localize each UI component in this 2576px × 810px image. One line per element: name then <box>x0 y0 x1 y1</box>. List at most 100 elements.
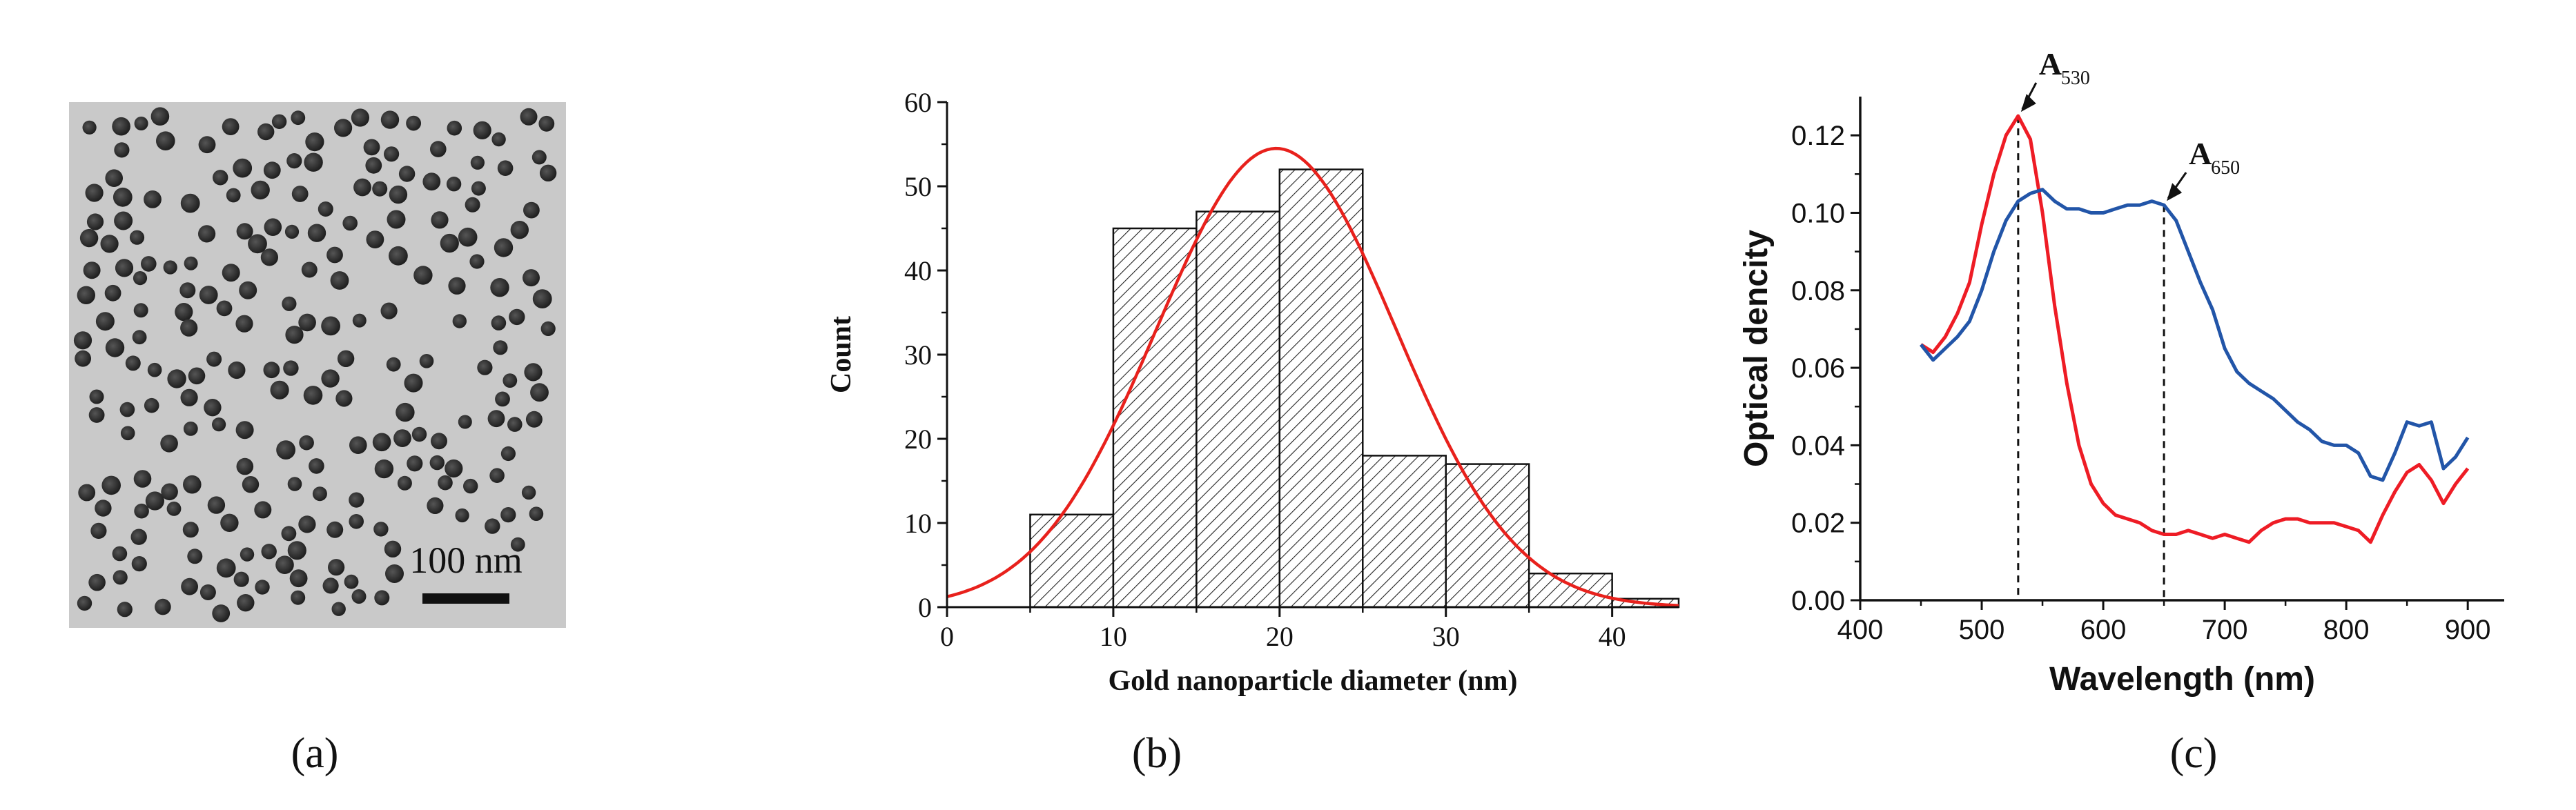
y-tick-label: 0.12 <box>1791 121 1845 151</box>
nanoparticle <box>133 470 152 488</box>
histogram-bar-20-25 <box>1278 168 1364 609</box>
nanoparticle <box>380 110 400 129</box>
nanoparticle <box>500 507 516 523</box>
nanoparticle <box>236 223 253 240</box>
nanoparticle <box>523 201 540 219</box>
nanoparticle <box>353 178 371 197</box>
y-tick-label: 0.06 <box>1791 353 1845 384</box>
nanoparticle <box>396 402 415 422</box>
y-tick-label: 10 <box>904 508 932 539</box>
panel-a-tem: 100 nm <box>69 102 566 628</box>
nanoparticle <box>431 211 449 229</box>
nanoparticle <box>384 146 400 162</box>
nanoparticle <box>334 119 353 137</box>
nanoparticle <box>387 210 406 229</box>
nanoparticle <box>419 354 434 368</box>
nanoparticle <box>115 259 134 277</box>
nanoparticle <box>509 308 525 326</box>
nanoparticle <box>458 415 472 429</box>
y-tick-label: 0.04 <box>1791 431 1845 461</box>
nanoparticle <box>235 315 253 333</box>
histogram-bar-10-15 <box>1112 227 1198 609</box>
nanoparticle <box>226 188 241 203</box>
annotation-label: A <box>2189 136 2212 171</box>
nanoparticle <box>384 540 402 557</box>
nanoparticle <box>465 197 480 213</box>
nanoparticle <box>283 360 299 376</box>
nanoparticle <box>500 446 516 462</box>
nanoparticle <box>181 577 198 595</box>
nanoparticle <box>351 589 367 604</box>
annotation-subscript: 530 <box>2061 68 2090 89</box>
nanoparticle <box>105 169 123 187</box>
nanoparticle <box>180 319 198 337</box>
nanoparticle <box>305 132 324 152</box>
nanoparticle <box>131 556 147 572</box>
nanoparticle <box>77 286 95 304</box>
nanoparticle <box>161 483 178 501</box>
x-tick-label: 20 <box>1266 621 1294 652</box>
nanoparticle <box>326 246 343 264</box>
spectrum-line-blue <box>1920 188 2470 482</box>
nanoparticle <box>404 373 423 393</box>
nanoparticle <box>130 529 147 545</box>
nanoparticle <box>282 296 297 311</box>
nanoparticle <box>532 289 552 308</box>
nanoparticle <box>386 357 401 372</box>
nanoparticle <box>281 526 297 542</box>
nanoparticle <box>180 193 200 213</box>
nanoparticle <box>264 218 282 237</box>
nanoparticle <box>495 391 510 407</box>
nanoparticle <box>531 150 547 165</box>
nanoparticle <box>312 486 327 502</box>
nanoparticle <box>101 475 121 495</box>
nanoparticle <box>335 390 353 407</box>
nanoparticle <box>407 455 423 472</box>
y-axis-title: Optical dencity <box>1738 230 1775 467</box>
nanoparticle <box>510 537 525 552</box>
nanoparticle <box>431 433 447 450</box>
y-tick-label: 40 <box>904 255 932 286</box>
nanoparticle <box>298 313 316 332</box>
nanoparticle <box>145 491 164 511</box>
nanoparticle <box>398 166 416 182</box>
nanoparticle <box>487 410 505 428</box>
nanoparticle <box>291 186 309 202</box>
panel-label-a: (a) <box>291 730 339 777</box>
y-tick-label: 50 <box>904 171 932 202</box>
nanoparticle <box>373 522 389 537</box>
nanoparticle <box>469 254 485 269</box>
nanoparticle <box>112 546 128 562</box>
nanoparticle <box>198 225 216 243</box>
histogram-bar-25-30 <box>1362 455 1447 609</box>
nanoparticle <box>287 477 302 491</box>
nanoparticle <box>237 594 255 612</box>
nanoparticle <box>301 261 318 278</box>
nanoparticle <box>88 573 106 591</box>
nanoparticle <box>239 281 257 299</box>
panel-label-b: (b) <box>1132 730 1182 777</box>
nanoparticle <box>520 108 538 126</box>
nanoparticle <box>187 549 203 564</box>
nanoparticle <box>183 475 202 494</box>
nanoparticle <box>254 501 272 519</box>
nanoparticle <box>141 256 157 272</box>
x-tick-label: 800 <box>2323 615 2370 645</box>
nanoparticle <box>257 123 275 141</box>
nanoparticle <box>291 590 306 605</box>
nanoparticle <box>180 388 198 406</box>
nanoparticle <box>100 235 119 253</box>
nanoparticle <box>393 429 411 447</box>
nanoparticle <box>75 350 91 367</box>
nanoparticle <box>104 284 121 302</box>
nanoparticle <box>493 340 508 355</box>
nanoparticle <box>184 256 198 270</box>
nanoparticle <box>160 435 178 453</box>
spectrum-line-red <box>1920 114 2470 544</box>
nanoparticle <box>82 120 97 135</box>
nanoparticle <box>477 359 493 375</box>
nanoparticle <box>440 233 459 253</box>
x-tick-label: 700 <box>2202 615 2248 645</box>
nanoparticle <box>113 570 128 585</box>
